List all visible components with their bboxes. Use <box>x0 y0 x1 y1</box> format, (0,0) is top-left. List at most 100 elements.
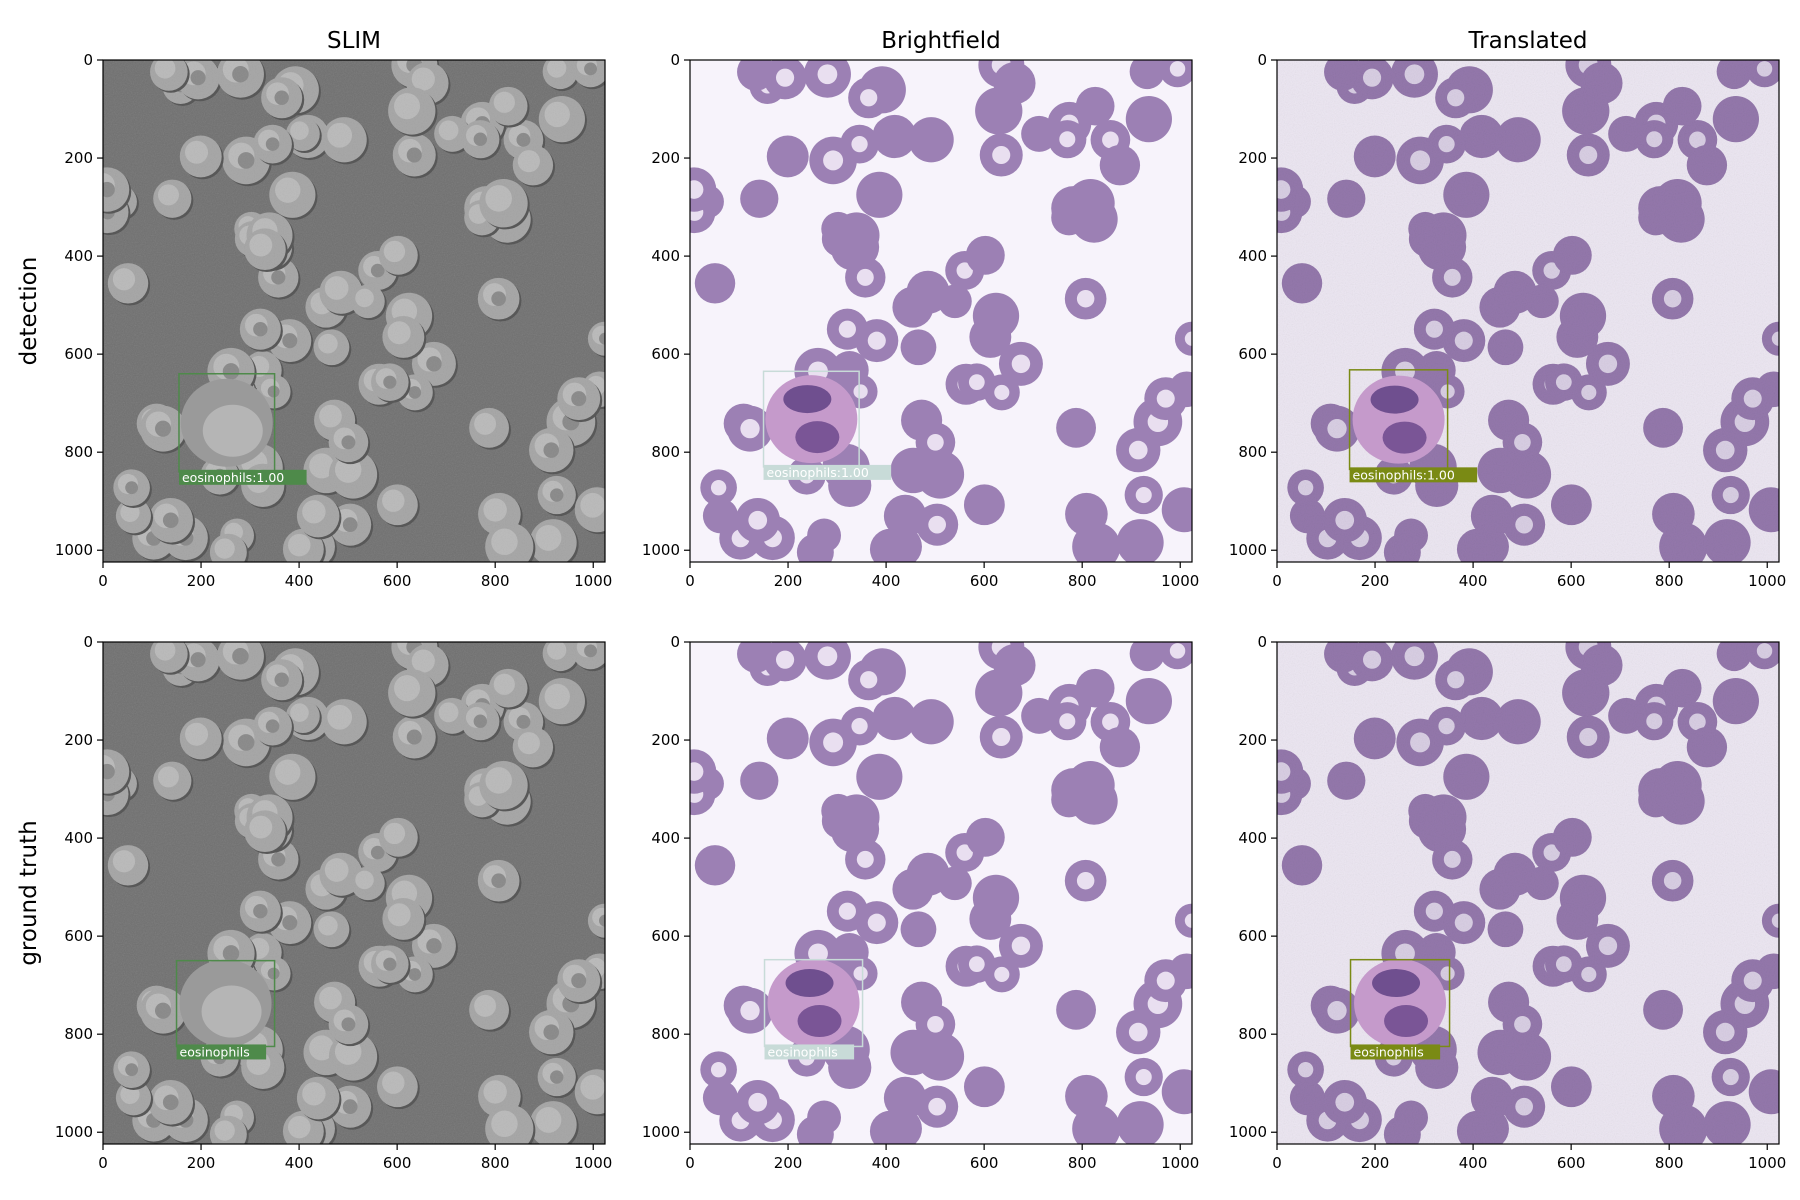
cell <box>1608 697 1645 734</box>
cell-center <box>1443 268 1461 286</box>
cell <box>1502 450 1552 499</box>
cell <box>1712 95 1759 143</box>
cell <box>831 228 873 271</box>
cell-highlight <box>535 1106 562 1133</box>
cell <box>1353 717 1396 760</box>
box-label: eosinophils <box>180 1044 250 1059</box>
x-tick-label: 600 <box>1557 572 1586 590</box>
cell-center <box>992 727 1011 747</box>
y-tick-label: 0 <box>1257 633 1267 651</box>
y-tick-label: 1000 <box>642 1123 680 1141</box>
y-tick-label: 0 <box>670 633 680 651</box>
cell-highlight <box>491 528 518 556</box>
cell <box>1716 642 1752 672</box>
axes-frame <box>102 59 606 563</box>
cell <box>915 1032 965 1081</box>
cell-center <box>1515 1097 1533 1116</box>
y-tick-label: 600 <box>651 345 680 363</box>
cell-highlight <box>249 233 273 257</box>
cell-center <box>426 938 442 954</box>
cell-center <box>237 734 255 751</box>
cell <box>694 845 736 886</box>
cell-center <box>271 852 286 867</box>
cell-center <box>162 1094 179 1111</box>
cell-center <box>1169 643 1186 659</box>
cell-center <box>1128 1022 1148 1042</box>
cell-center <box>1722 487 1739 504</box>
cell-highlight <box>302 500 326 524</box>
cell-highlight <box>474 994 497 1017</box>
cell-center <box>267 385 280 398</box>
cell-center <box>1771 331 1779 346</box>
cell-center <box>1277 180 1291 199</box>
cell-highlight <box>544 683 570 710</box>
cell <box>1161 487 1192 533</box>
cell-center <box>748 1092 768 1112</box>
cell-center <box>992 145 1011 165</box>
cell-highlight <box>382 1071 405 1094</box>
cell-center <box>1689 713 1706 731</box>
cell-center <box>1059 131 1076 148</box>
cell-center <box>1447 89 1465 107</box>
cell-center <box>1135 487 1152 504</box>
cell-center <box>1076 871 1095 890</box>
cell-center <box>1454 913 1473 932</box>
cell <box>1562 87 1610 135</box>
cell-highlight <box>382 489 405 512</box>
y-tick-label: 200 <box>1238 149 1267 167</box>
cell <box>869 528 911 562</box>
x-tick-label: 400 <box>1459 1154 1488 1172</box>
x-tick-label: 1000 <box>1748 572 1786 590</box>
y-tick-label: 400 <box>64 829 93 847</box>
cell <box>1281 845 1323 886</box>
cell-center <box>1579 727 1598 747</box>
cell-center <box>968 374 985 391</box>
cell-center <box>867 331 886 350</box>
panel-slim-ground-truth <box>103 642 605 1144</box>
cell-center <box>265 719 280 733</box>
cell-center <box>740 419 760 439</box>
cell-center <box>1297 479 1314 496</box>
cell-center <box>1277 762 1291 781</box>
cell-center <box>1410 732 1431 753</box>
cell-center <box>1184 331 1192 346</box>
cell-highlight <box>290 703 309 722</box>
cell-highlight <box>319 404 342 428</box>
cell <box>831 810 873 853</box>
cell <box>1075 668 1115 708</box>
panel-brightfield-ground-truth <box>690 642 1192 1144</box>
cell-center <box>473 714 487 728</box>
x-tick-label: 600 <box>970 1154 999 1172</box>
cell-center <box>190 652 206 668</box>
x-tick-label: 800 <box>1068 1154 1097 1172</box>
eosinophil-nucleus-lobe <box>1384 1005 1429 1038</box>
panel-slim-detection <box>103 60 605 562</box>
cell-center <box>1743 971 1762 990</box>
cell <box>1659 522 1708 562</box>
cell <box>702 498 739 534</box>
cell-center <box>1715 440 1735 460</box>
y-tick-label: 0 <box>1257 51 1267 69</box>
cell <box>1066 179 1115 228</box>
cell-center <box>1438 135 1455 153</box>
cell-highlight <box>438 120 459 141</box>
cell-highlight <box>544 101 570 128</box>
cell-highlight <box>355 870 374 890</box>
cell-center <box>994 966 1010 982</box>
cell-center <box>274 90 289 105</box>
cell-center <box>1515 515 1533 534</box>
cell-center <box>282 333 298 349</box>
cell-highlight <box>112 268 136 291</box>
cell-field <box>690 642 1192 1144</box>
cell-highlight <box>387 321 411 345</box>
cell-center <box>154 1002 172 1019</box>
cell-center <box>383 375 397 389</box>
cell <box>1761 903 1779 938</box>
cell <box>1174 321 1192 356</box>
cell-center <box>550 1070 564 1084</box>
cell-center <box>1362 650 1382 669</box>
cell-highlight <box>327 704 353 730</box>
cell-highlight <box>580 492 605 518</box>
cell-center <box>1102 713 1119 731</box>
cell-center <box>1663 871 1682 890</box>
